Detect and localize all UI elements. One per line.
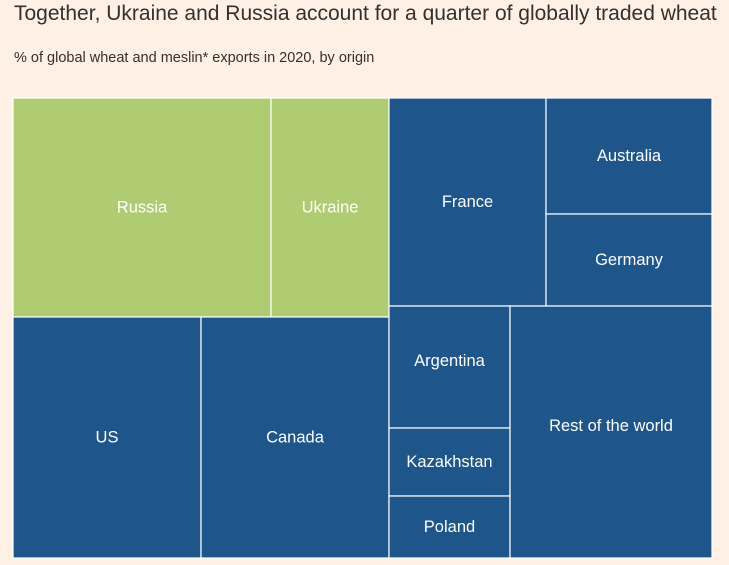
tile-rest-of-the-world xyxy=(509,305,713,559)
tile-label-canada: Canada xyxy=(266,429,325,447)
tile-label-poland: Poland xyxy=(424,518,475,536)
chart-title: Together, Ukraine and Russia account for… xyxy=(14,2,717,25)
tile-us xyxy=(12,316,202,559)
tile-label-russia: Russia xyxy=(117,199,168,217)
tile-label-rest-of-the-world: Rest of the world xyxy=(549,417,673,435)
chart-subtitle: % of global wheat and meslin* exports in… xyxy=(14,50,375,66)
tile-label-germany: Germany xyxy=(595,251,664,269)
tile-label-ukraine: Ukraine xyxy=(302,199,359,217)
tile-label-kazakhstan: Kazakhstan xyxy=(406,453,492,471)
tile-kazakhstan xyxy=(388,427,511,497)
tile-australia xyxy=(545,97,713,215)
tile-label-france: France xyxy=(442,193,493,211)
tile-canada xyxy=(200,316,390,559)
tile-label-us: US xyxy=(96,429,119,447)
tile-russia xyxy=(12,97,272,318)
tile-label-argentina: Argentina xyxy=(414,352,485,370)
tile-label-australia: Australia xyxy=(597,147,662,165)
tile-france xyxy=(388,97,547,307)
